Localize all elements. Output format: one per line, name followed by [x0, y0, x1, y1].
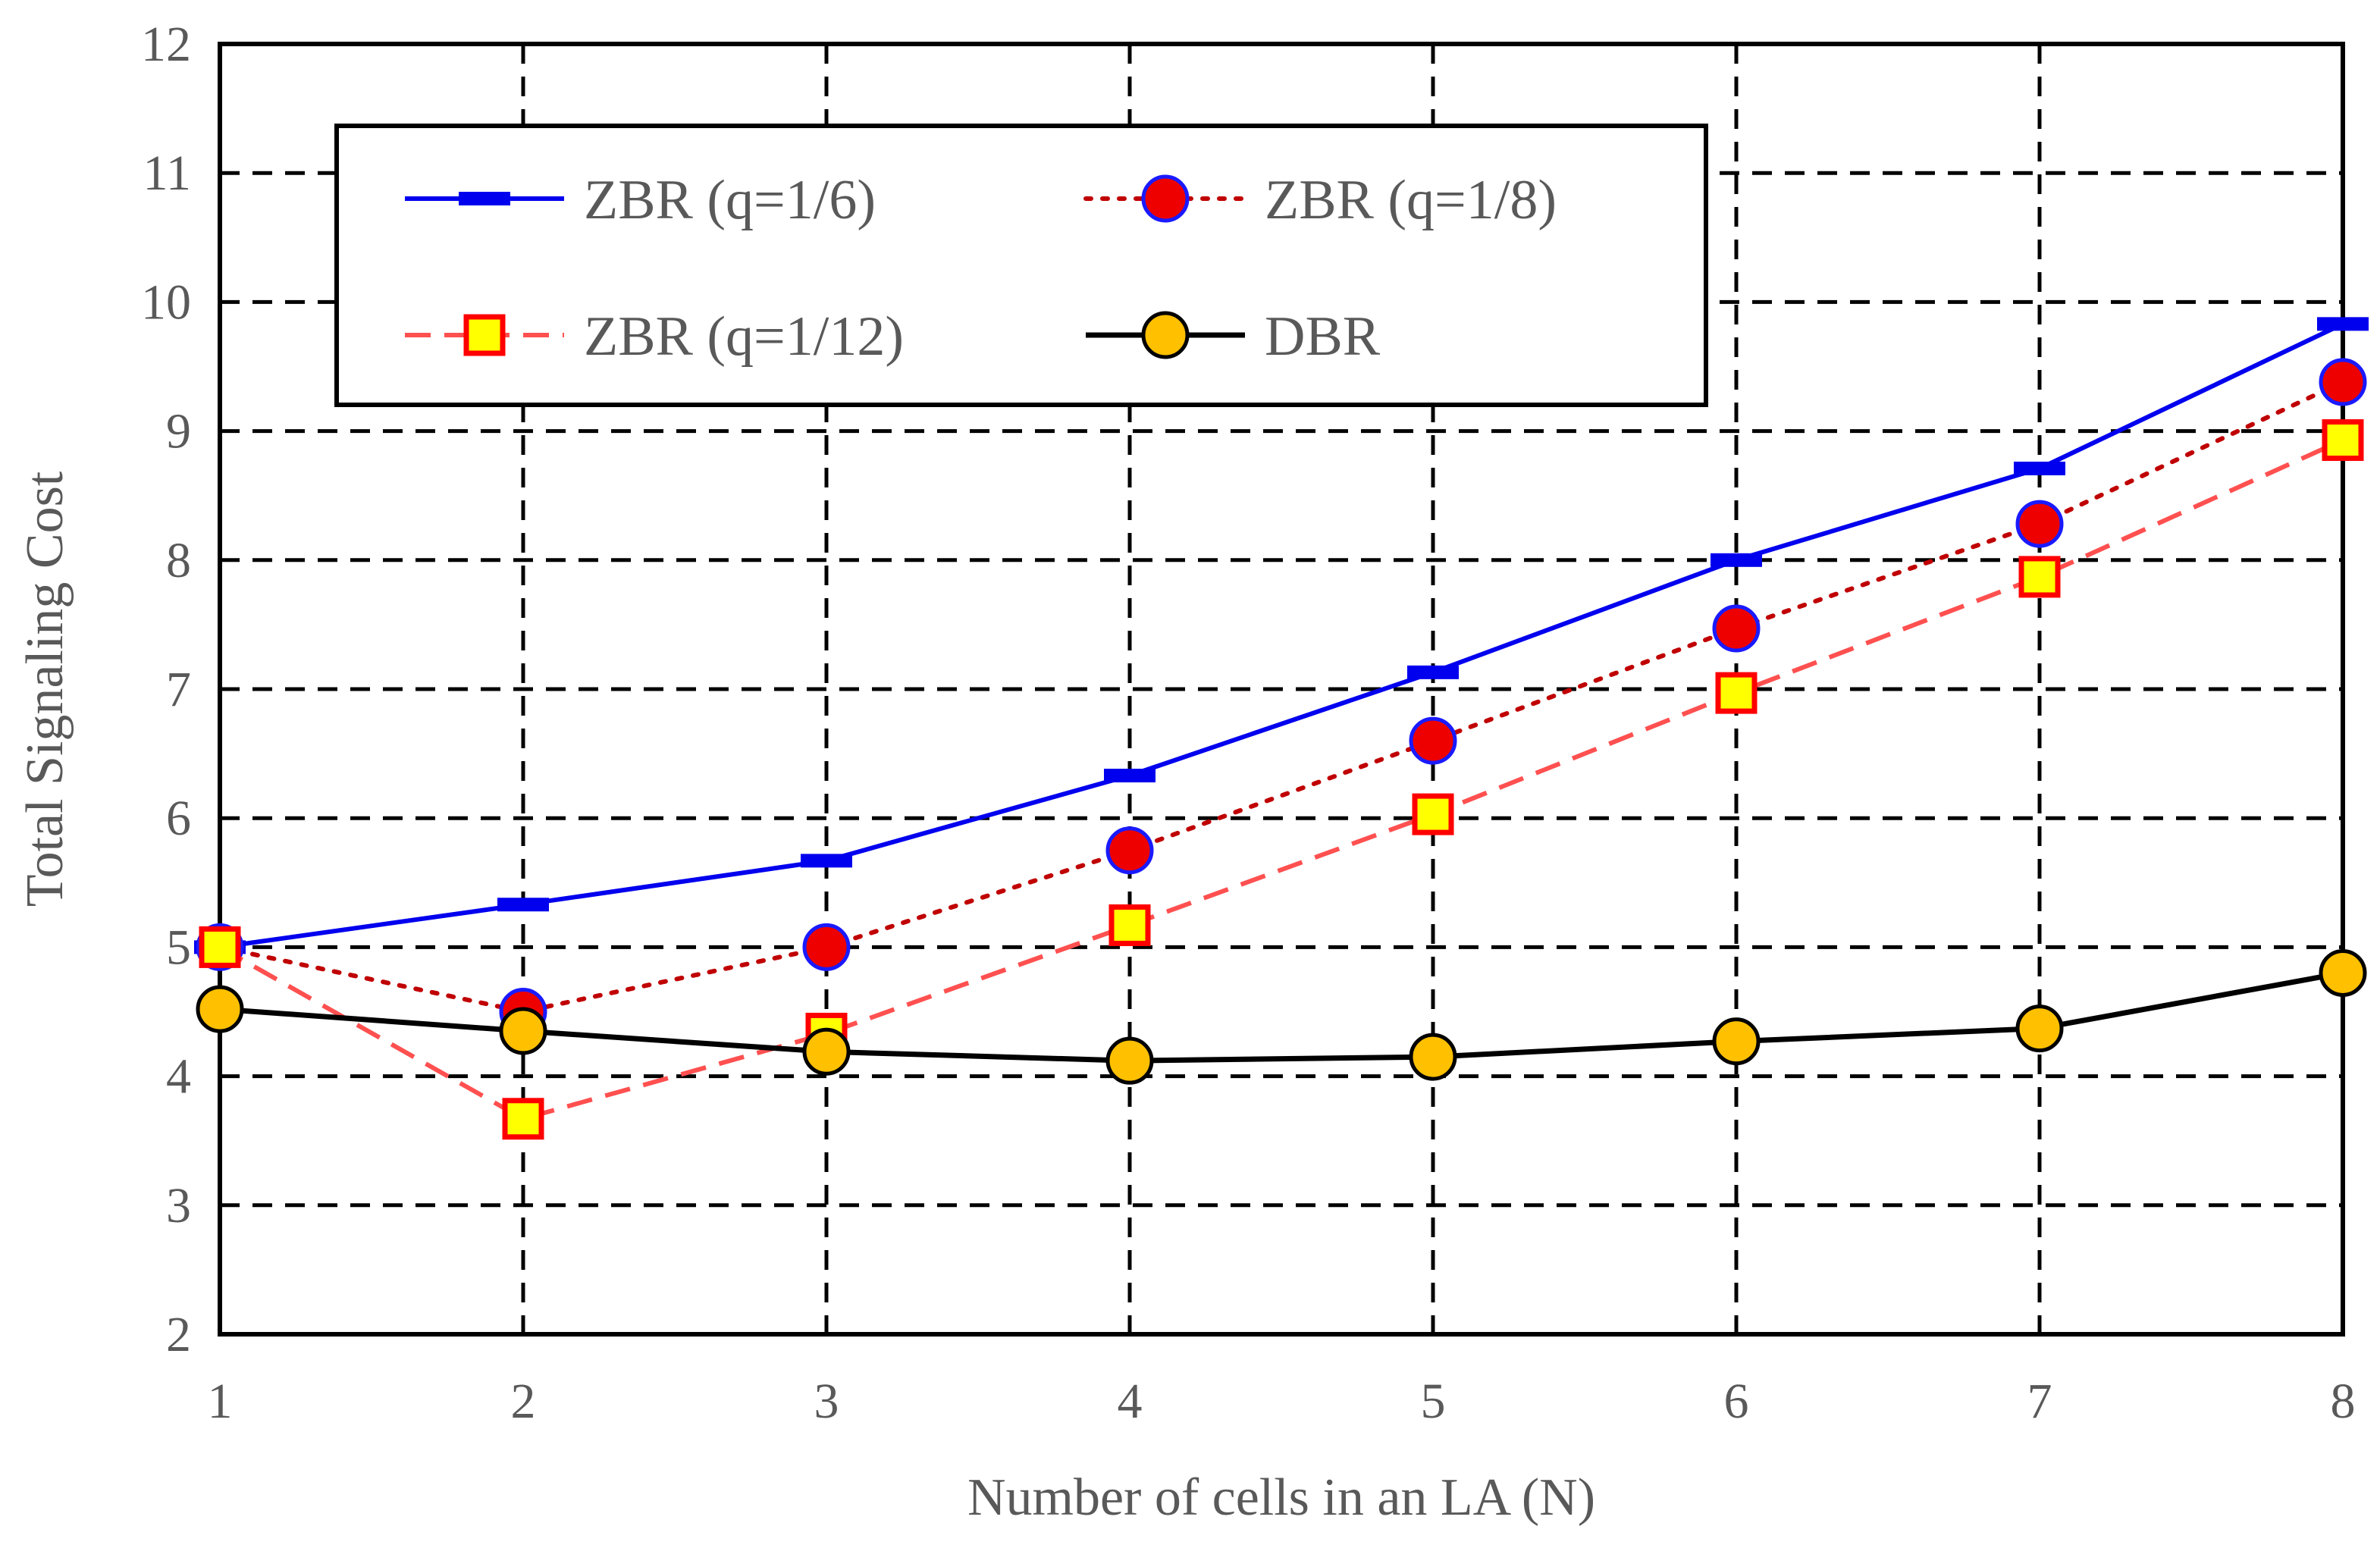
data-point-marker: [2322, 419, 2364, 462]
series-3: [199, 419, 2364, 1140]
data-point-marker: [1409, 716, 1457, 765]
data-point-marker: [802, 923, 851, 971]
x-tick-label: 6: [1724, 1374, 1749, 1429]
x-tick-label: 3: [814, 1374, 839, 1429]
data-point-marker: [497, 898, 549, 912]
legend-entry: ZBR (q=1/6): [405, 169, 876, 231]
y-tick-label: 7: [166, 662, 191, 717]
x-tick-label: 2: [511, 1374, 536, 1429]
series-line: [219, 321, 2344, 950]
y-tick-label: 10: [141, 274, 191, 330]
data-point-marker: [199, 926, 241, 968]
data-point-marker: [2015, 500, 2064, 548]
y-tick-label: 3: [166, 1178, 191, 1233]
data-point-marker: [2319, 948, 2367, 997]
data-point-marker: [459, 192, 510, 205]
legend: ZBR (q=1/6) ZBR (q=1/8) ZBR (q=1/12) DBR: [334, 124, 1708, 407]
y-tick-label: 2: [166, 1307, 191, 1362]
series-lines: [194, 317, 2369, 1140]
plot-area-frame: [218, 42, 2345, 1337]
legend-label: ZBR (q=1/12): [584, 306, 904, 368]
data-point-marker: [1105, 1036, 1154, 1085]
legend-label: DBR: [1265, 306, 1381, 368]
legend-label: ZBR (q=1/6): [584, 169, 876, 231]
x-tick-label: 1: [208, 1374, 233, 1429]
y-tick-label: 11: [143, 146, 191, 201]
data-point-marker: [2015, 1004, 2064, 1053]
data-point-marker: [502, 1098, 544, 1140]
x-tick-label: 5: [1421, 1374, 1446, 1429]
data-point-marker: [2317, 317, 2369, 331]
series-line: [218, 379, 2345, 1014]
data-point-marker: [1407, 665, 1459, 679]
data-point-marker: [1141, 311, 1190, 359]
y-tick-label: 12: [141, 17, 191, 72]
y-tick-label: 4: [166, 1049, 191, 1105]
data-point-marker: [1105, 826, 1154, 875]
data-point-marker: [2014, 461, 2065, 475]
series-4: [196, 948, 2367, 1085]
legend-entry: ZBR (q=1/8): [1083, 169, 1557, 231]
y-tick-label: 6: [166, 791, 191, 846]
y-tick-label: 5: [166, 920, 191, 975]
data-point-marker: [463, 314, 506, 356]
y-axis-title: Total Signaling Cost: [16, 471, 74, 907]
y-tick-label: 9: [166, 404, 191, 459]
data-point-marker: [2018, 556, 2061, 598]
data-point-marker: [1141, 174, 1190, 223]
y-tick-label: 8: [166, 533, 191, 588]
data-point-marker: [196, 985, 244, 1033]
legend-label: ZBR (q=1/8): [1265, 169, 1557, 231]
data-point-marker: [1409, 1033, 1457, 1081]
data-point-marker: [1711, 553, 1762, 567]
x-tick-label: 4: [1118, 1374, 1143, 1429]
data-point-marker: [1712, 604, 1761, 653]
data-point-marker: [802, 1027, 851, 1076]
series-line: [219, 970, 2344, 1064]
x-tick-label: 8: [2331, 1374, 2356, 1429]
data-point-marker: [801, 854, 852, 868]
data-point-marker: [1712, 1017, 1761, 1066]
legend-box: [334, 124, 1708, 407]
data-point-marker: [1412, 793, 1454, 835]
series-line: [218, 437, 2344, 1121]
data-point-marker: [1104, 769, 1156, 783]
x-axis-title: Number of cells in an LA (N): [967, 1468, 1595, 1527]
x-tick-label: 7: [2027, 1374, 2052, 1429]
data-point-marker: [1715, 672, 1758, 714]
legend-entry: ZBR (q=1/12): [405, 306, 904, 368]
data-point-marker: [2319, 358, 2367, 406]
data-point-marker: [1108, 904, 1151, 946]
data-point-marker: [499, 1007, 547, 1055]
legend-entry: DBR: [1086, 306, 1381, 368]
